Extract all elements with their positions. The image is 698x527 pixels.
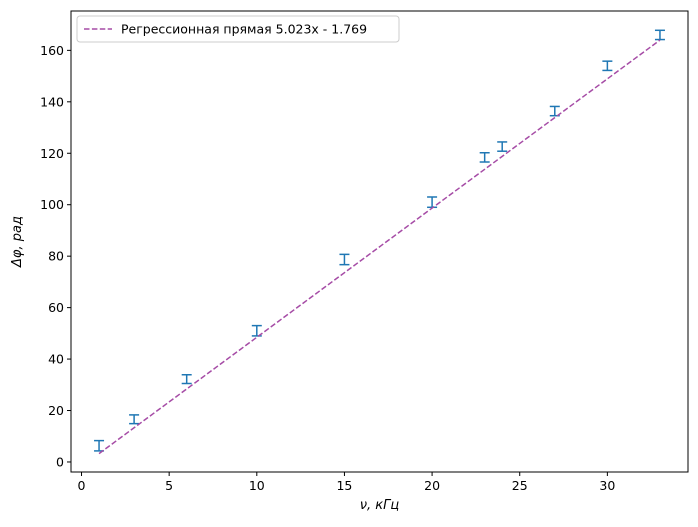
y-axis-label: Δφ, рад [10,216,25,268]
errorbar-point [479,151,490,163]
x-tick-label: 5 [165,478,173,493]
y-tick-label: 100 [40,197,64,212]
errorbar-point [427,196,438,209]
x-axis-label: ν, кГц [360,498,400,513]
x-tick-label: 0 [78,478,86,493]
errorbar-point [129,414,140,425]
y-tick-label: 40 [48,352,64,367]
x-tick-label: 15 [336,478,352,493]
y-tick-label: 20 [48,403,64,418]
x-tick-label: 30 [599,478,615,493]
plot-content [94,29,665,455]
errorbar-point [602,60,613,72]
errorbar-point [181,374,192,385]
y-tick-label: 0 [56,454,64,469]
errorbar-point [251,324,262,337]
errorbar-point [339,253,350,266]
x-tick-label: 20 [424,478,440,493]
errorbar-point [94,439,105,452]
legend-box [76,15,400,43]
y-axis-ticks: 0 20 40 60 80 100 120 140 160 [40,43,71,469]
x-axis-ticks: 0 5 10 15 20 25 30 [78,472,615,493]
y-tick-label: 160 [40,43,64,58]
legend-label: Регрессионная прямая 5.023x - 1.769 [121,22,367,37]
errorbar-point [654,29,665,41]
legend: Регрессионная прямая 5.023x - 1.769 [76,15,400,43]
plot-frame [70,10,689,473]
errorbar-point [497,141,508,152]
y-tick-label: 140 [40,94,64,109]
x-tick-label: 10 [249,478,265,493]
y-tick-label: 120 [40,146,64,161]
y-tick-label: 80 [48,249,64,264]
y-tick-label: 60 [48,300,64,315]
x-tick-label: 25 [512,478,528,493]
regression-line [98,39,661,455]
